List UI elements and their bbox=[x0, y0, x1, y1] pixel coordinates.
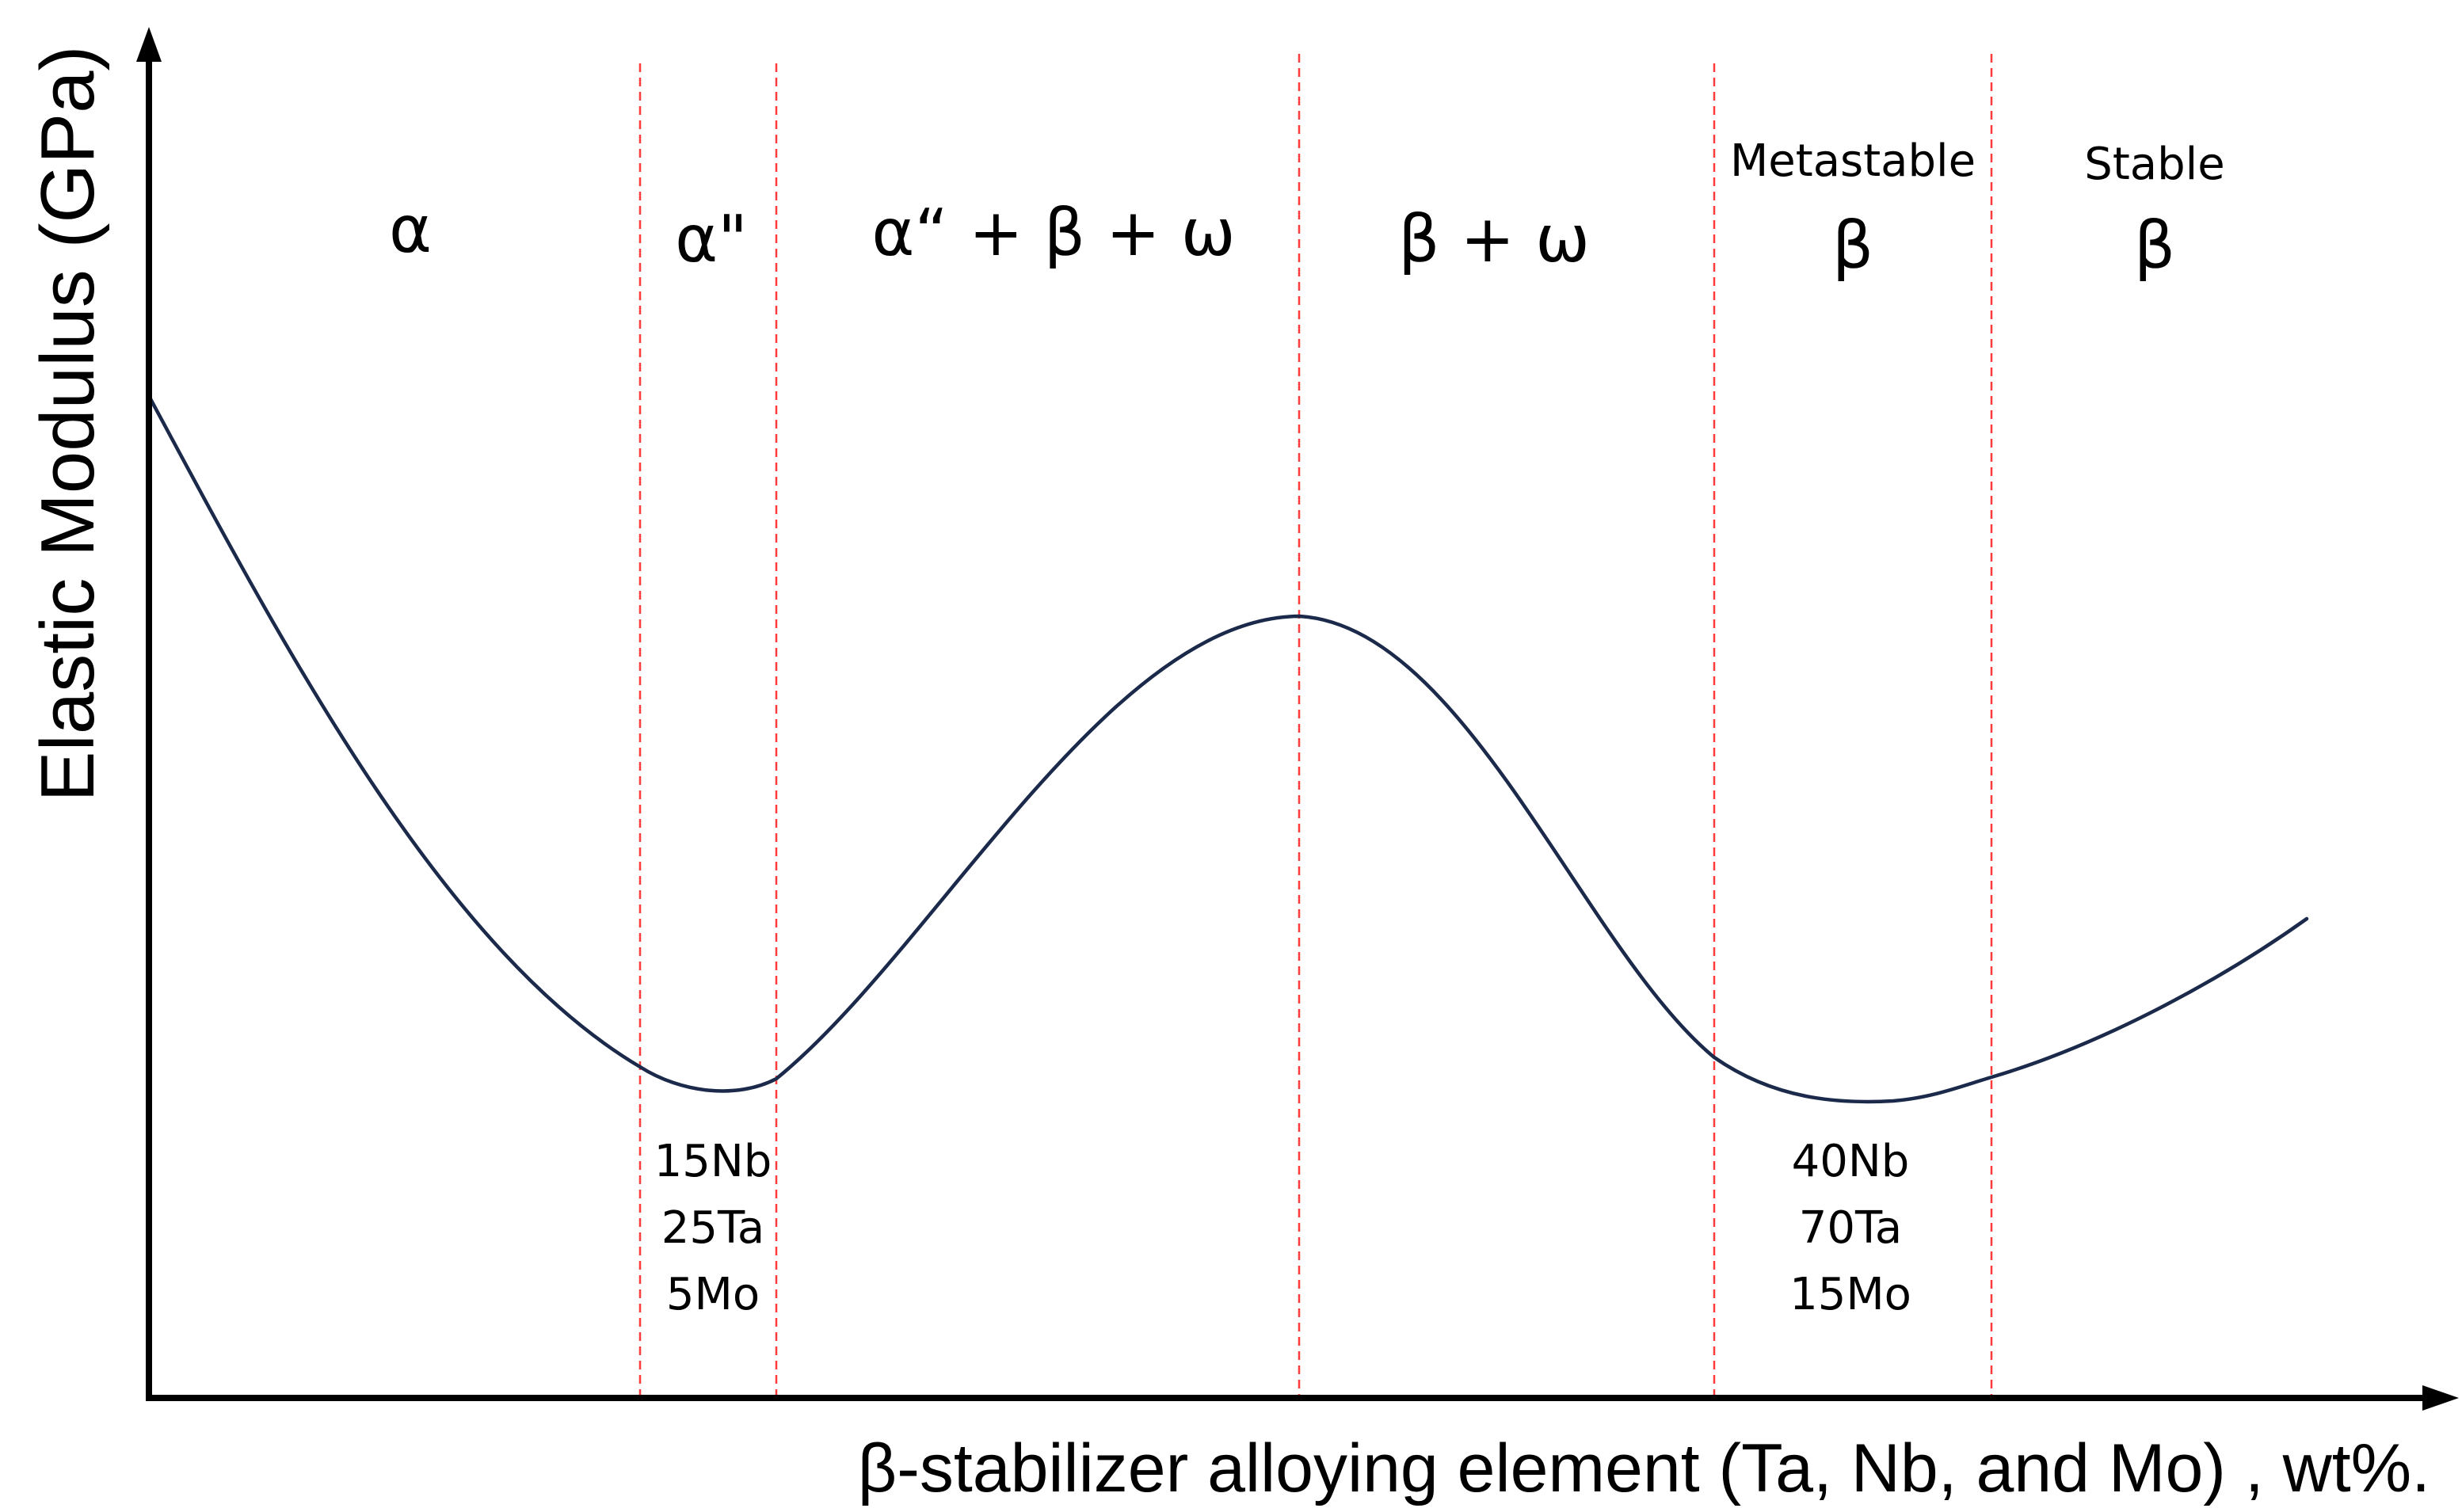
region-dividers bbox=[638, 54, 1993, 1398]
phase-label-alpha: α bbox=[389, 192, 432, 268]
composition-labels-second-minimum: 40Nb 70Ta 15Mo bbox=[1789, 1136, 1911, 1320]
composition-label: 40Nb bbox=[1792, 1136, 1910, 1187]
phase-caption-stable: Stable bbox=[2084, 139, 2224, 190]
composition-labels-first-minimum: 15Nb 25Ta 5Mo bbox=[654, 1136, 772, 1320]
composition-label: 5Mo bbox=[666, 1269, 760, 1320]
phase-label-alpha-beta-omega: α“ + β + ω bbox=[871, 196, 1235, 271]
y-axis-arrow-icon bbox=[136, 27, 162, 62]
phase-label-beta-omega: β + ω bbox=[1398, 202, 1590, 277]
y-axis-label: Elastic Modulus (GPa) bbox=[25, 46, 110, 802]
composition-label: 15Mo bbox=[1789, 1269, 1911, 1320]
phase-label-stable-beta: β bbox=[2134, 208, 2175, 284]
phase-label-metastable-beta: β bbox=[1832, 208, 1873, 284]
composition-label: 15Nb bbox=[654, 1136, 772, 1187]
phase-label-alpha-double-prime: α" bbox=[675, 202, 748, 277]
phase-caption-metastable: Metastable bbox=[1730, 135, 1976, 187]
composition-label: 25Ta bbox=[661, 1202, 765, 1254]
composition-label: 70Ta bbox=[1799, 1202, 1903, 1254]
phase-labels: α α" α“ + β + ω β + ω Metastable β Stabl… bbox=[389, 135, 2225, 284]
elastic-modulus-curve bbox=[147, 394, 2309, 1104]
x-axis-label: β-stabilizer alloying element (Ta, Nb, a… bbox=[858, 1430, 2430, 1506]
axes bbox=[136, 27, 2459, 1411]
x-axis-arrow-icon bbox=[2422, 1385, 2459, 1411]
